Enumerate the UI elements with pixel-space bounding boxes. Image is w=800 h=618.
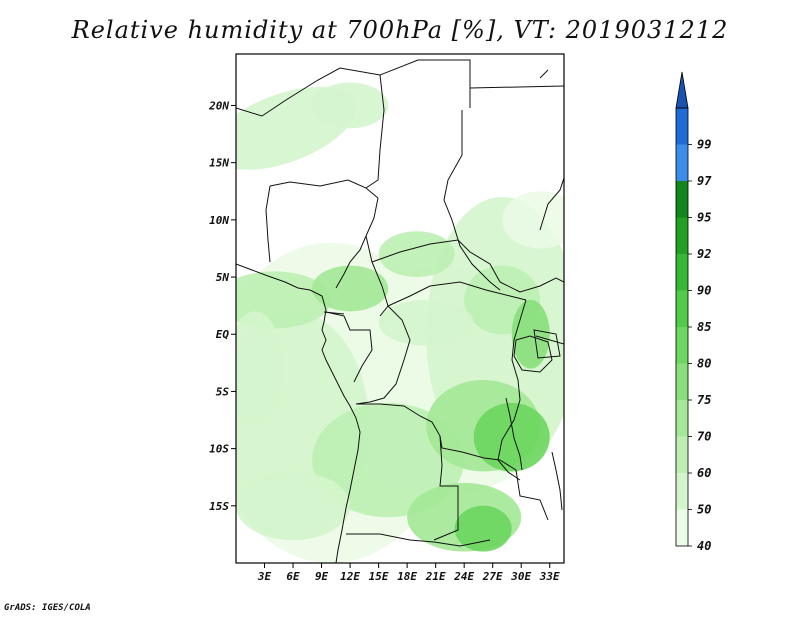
lat-tick-label: 20N xyxy=(208,99,229,112)
colorbar-segment xyxy=(676,327,688,364)
colorbar-segment xyxy=(676,473,688,510)
colorbar-label: 50 xyxy=(697,503,711,517)
humidity-region xyxy=(473,402,550,472)
humidity-region xyxy=(312,265,389,312)
colorbar-segment xyxy=(676,144,688,181)
lon-tick-label: 24E xyxy=(453,570,474,583)
colorbar-segment xyxy=(676,217,688,254)
coastline-west-africa xyxy=(236,263,361,563)
border-lake-tanganyika xyxy=(505,397,523,471)
border-lake-victoria xyxy=(513,335,553,373)
border-drc-east xyxy=(497,299,527,481)
latitude-axis: 20N 15N 10N 5N EQ 5S 10S 15S xyxy=(208,99,236,513)
colorbar-segment xyxy=(676,181,688,218)
colorbar-label: 95 xyxy=(697,211,711,225)
colorbar-label: 40 xyxy=(697,539,711,553)
colorbar-label: 70 xyxy=(697,430,711,444)
border-egypt-sudan xyxy=(469,85,564,89)
credit-label: GrADS: IGES/COLA xyxy=(4,603,91,613)
border-south-sudan-drc xyxy=(499,277,564,293)
border-sudan-east xyxy=(539,177,564,231)
humidity-region xyxy=(378,299,474,346)
map-title: Relative humidity at 700hPa [%], VT: 201… xyxy=(71,16,729,44)
humidity-region xyxy=(502,191,564,249)
colorbar-label: 99 xyxy=(697,138,711,152)
border-nigeria-cameroon xyxy=(335,197,379,289)
border-benin-togo xyxy=(265,185,271,263)
humidity-region xyxy=(236,471,351,541)
border-sahara-north xyxy=(236,59,471,117)
map-frame xyxy=(235,53,565,564)
colorbar-label: 92 xyxy=(697,247,711,261)
colorbar-label: 80 xyxy=(697,357,711,371)
humidity-region xyxy=(236,271,332,329)
lon-tick-label: 21E xyxy=(425,570,446,583)
colorbar-segment xyxy=(676,108,688,145)
colorbar-label: 97 xyxy=(697,174,712,188)
colorbar-segment xyxy=(676,509,688,546)
border-eq-guinea xyxy=(323,311,345,315)
colorbar-segment xyxy=(676,254,688,291)
lat-tick-label: 10N xyxy=(209,214,229,227)
lat-tick-label: 15S xyxy=(209,500,229,513)
lat-tick-label: 5N xyxy=(216,271,230,284)
border-niger-chad xyxy=(365,74,385,189)
border-car-sudan xyxy=(371,239,501,283)
lon-tick-label: 9E xyxy=(315,570,329,583)
colorbar-segment xyxy=(676,290,688,327)
border-gabon-congo xyxy=(325,311,373,383)
colorbar-label: 60 xyxy=(697,466,711,480)
colorbar-label: 90 xyxy=(697,284,711,298)
country-borders xyxy=(236,59,564,563)
border-angola-zambia xyxy=(433,435,459,541)
border-uganda xyxy=(533,329,561,359)
longitude-axis: 3E 6E 9E 12E 15E 18E 21E 24E 27E 30E 33E xyxy=(257,563,560,583)
colorbar: 40 50 60 70 75 80 85 90 92 95 97 99 xyxy=(675,71,712,553)
lon-tick-label: 12E xyxy=(340,570,360,583)
border-congo-drc xyxy=(355,305,411,405)
lat-tick-label: 5S xyxy=(216,385,230,398)
lat-tick-label: EQ xyxy=(216,328,230,341)
humidity-region xyxy=(236,311,284,426)
colorbar-max-arrow xyxy=(675,71,689,109)
lat-tick-label: 10S xyxy=(209,443,229,456)
border-zambia-east xyxy=(499,459,549,521)
colorbar-segment xyxy=(676,400,688,437)
lon-tick-label: 18E xyxy=(397,570,417,583)
lon-tick-label: 3E xyxy=(257,570,272,583)
colorbar-segment xyxy=(676,436,688,473)
border-lake-malawi xyxy=(551,451,563,511)
colorbar-label: 75 xyxy=(697,393,711,407)
border-angola-namibia xyxy=(346,533,491,547)
border-kenya-tanzania xyxy=(535,335,564,345)
border-angola-drc xyxy=(356,403,501,461)
humidity-region xyxy=(378,231,455,278)
lon-tick-label: 27E xyxy=(482,570,503,583)
humidity-region xyxy=(312,82,389,129)
humidity-shading xyxy=(236,82,564,563)
border-nile-coast xyxy=(539,69,549,79)
colorbar-segment xyxy=(676,363,688,400)
lon-tick-label: 6E xyxy=(286,570,300,583)
colorbar-label: 85 xyxy=(697,320,711,334)
border-cameroon-car xyxy=(365,235,389,317)
border-niger-nigeria xyxy=(269,179,379,199)
humidity-region xyxy=(511,299,550,369)
humidity-region xyxy=(454,505,512,552)
lon-tick-label: 30E xyxy=(510,570,531,583)
lat-tick-label: 15N xyxy=(209,157,229,170)
lon-tick-label: 33E xyxy=(539,570,560,583)
border-car-drc xyxy=(387,281,527,307)
border-chad-sudan xyxy=(443,110,501,291)
lon-tick-label: 15E xyxy=(369,570,389,583)
